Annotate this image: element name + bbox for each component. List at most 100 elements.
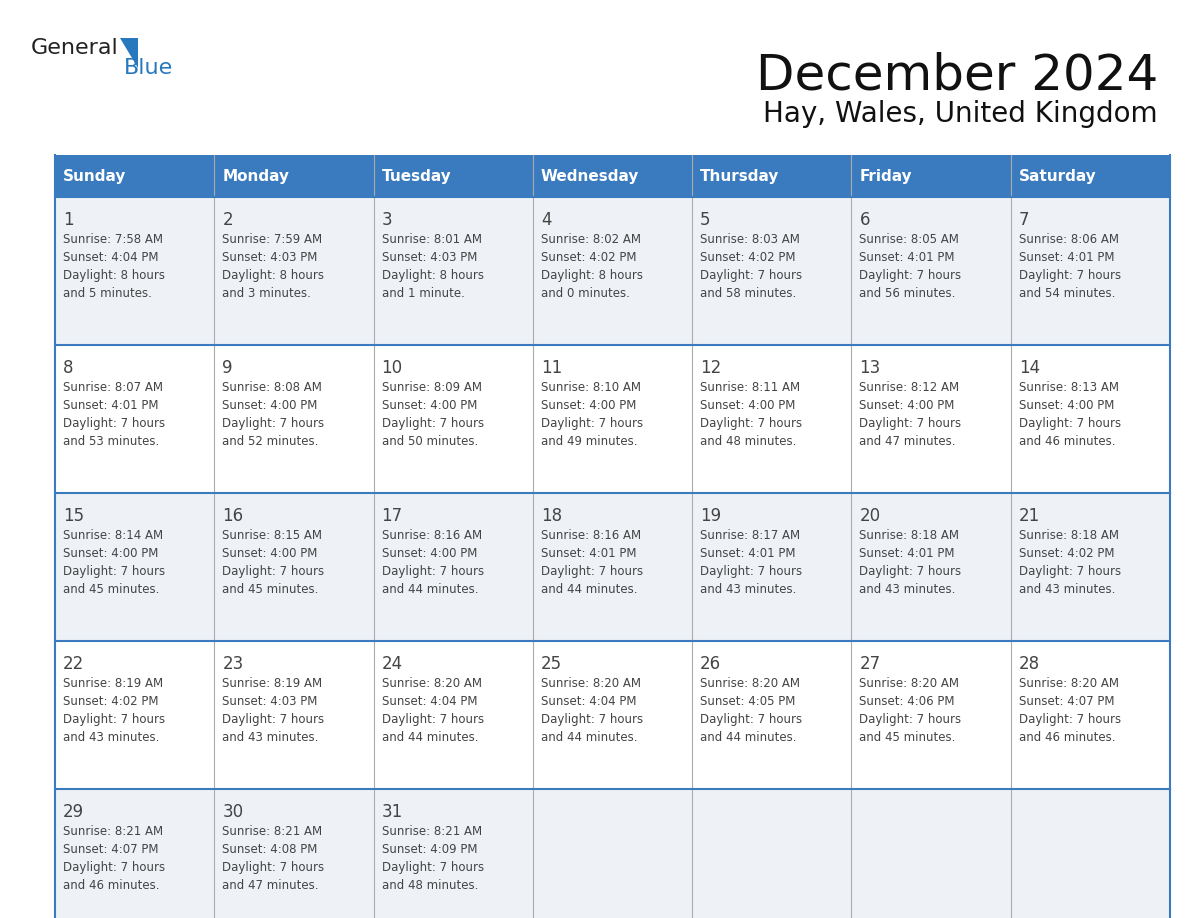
Text: Daylight: 7 hours: Daylight: 7 hours [1019,269,1120,282]
Bar [214,493,373,641]
Text: Sunrise: 8:15 AM: Sunrise: 8:15 AM [222,529,322,542]
Bar [373,493,533,641]
Bar [533,345,693,493]
Text: Sunset: 4:00 PM: Sunset: 4:00 PM [222,399,317,412]
Text: Sunrise: 8:18 AM: Sunrise: 8:18 AM [859,529,960,542]
Text: Sunset: 4:05 PM: Sunset: 4:05 PM [700,695,796,708]
Text: Sunrise: 8:20 AM: Sunrise: 8:20 AM [541,677,640,690]
Text: 25: 25 [541,655,562,673]
Text: Sunrise: 8:16 AM: Sunrise: 8:16 AM [381,529,481,542]
Text: and 43 minutes.: and 43 minutes. [700,583,796,596]
Text: and 52 minutes.: and 52 minutes. [222,435,318,448]
Text: Daylight: 7 hours: Daylight: 7 hours [222,417,324,430]
Text: and 45 minutes.: and 45 minutes. [63,583,159,596]
Bar [533,197,693,345]
Text: 13: 13 [859,359,880,377]
Text: Hay, Wales, United Kingdom: Hay, Wales, United Kingdom [764,100,1158,128]
Text: Daylight: 7 hours: Daylight: 7 hours [859,269,961,282]
Bar [373,641,533,789]
Text: Friday: Friday [859,169,912,184]
Text: 14: 14 [1019,359,1040,377]
Text: 18: 18 [541,507,562,525]
Text: 15: 15 [63,507,84,525]
Text: Sunrise: 8:20 AM: Sunrise: 8:20 AM [700,677,801,690]
Bar [533,641,693,789]
Text: Daylight: 7 hours: Daylight: 7 hours [859,713,961,726]
Bar [852,789,1011,918]
Bar [214,197,373,345]
Text: Sunrise: 8:19 AM: Sunrise: 8:19 AM [63,677,163,690]
Text: Sunset: 4:00 PM: Sunset: 4:00 PM [63,547,158,560]
Text: 20: 20 [859,507,880,525]
Text: 1: 1 [63,211,74,229]
Text: 31: 31 [381,803,403,821]
Text: Daylight: 7 hours: Daylight: 7 hours [381,713,484,726]
Text: Sunset: 4:01 PM: Sunset: 4:01 PM [541,547,637,560]
Bar [852,493,1011,641]
Text: and 0 minutes.: and 0 minutes. [541,287,630,300]
Text: 21: 21 [1019,507,1040,525]
Text: Daylight: 7 hours: Daylight: 7 hours [63,565,165,578]
Text: Sunset: 4:01 PM: Sunset: 4:01 PM [859,251,955,264]
Bar [533,155,693,197]
Text: and 44 minutes.: and 44 minutes. [381,731,478,744]
Bar [373,345,533,493]
Text: and 45 minutes.: and 45 minutes. [222,583,318,596]
Text: Sunset: 4:03 PM: Sunset: 4:03 PM [222,251,317,264]
Text: and 44 minutes.: and 44 minutes. [541,731,637,744]
Text: Wednesday: Wednesday [541,169,639,184]
Text: Daylight: 7 hours: Daylight: 7 hours [859,565,961,578]
Text: 24: 24 [381,655,403,673]
Text: and 46 minutes.: and 46 minutes. [1019,435,1116,448]
Text: and 43 minutes.: and 43 minutes. [859,583,956,596]
Bar [1011,641,1170,789]
Text: Sunset: 4:01 PM: Sunset: 4:01 PM [859,547,955,560]
Bar [373,789,533,918]
Text: 7: 7 [1019,211,1029,229]
Text: and 48 minutes.: and 48 minutes. [381,879,478,892]
Text: 22: 22 [63,655,84,673]
Polygon shape [120,38,138,68]
Text: and 54 minutes.: and 54 minutes. [1019,287,1116,300]
Text: Monday: Monday [222,169,290,184]
Text: 10: 10 [381,359,403,377]
Text: Sunset: 4:04 PM: Sunset: 4:04 PM [381,695,478,708]
Text: 30: 30 [222,803,244,821]
Text: Sunrise: 8:20 AM: Sunrise: 8:20 AM [859,677,960,690]
Text: Sunset: 4:00 PM: Sunset: 4:00 PM [1019,399,1114,412]
Text: Sunrise: 8:20 AM: Sunrise: 8:20 AM [381,677,481,690]
Text: Sunset: 4:03 PM: Sunset: 4:03 PM [222,695,317,708]
Text: 6: 6 [859,211,870,229]
Text: Sunrise: 8:02 AM: Sunrise: 8:02 AM [541,233,640,246]
Text: Sunrise: 8:10 AM: Sunrise: 8:10 AM [541,381,640,394]
Text: Saturday: Saturday [1019,169,1097,184]
Text: Sunset: 4:07 PM: Sunset: 4:07 PM [63,843,158,856]
Text: Sunrise: 8:12 AM: Sunrise: 8:12 AM [859,381,960,394]
Text: 29: 29 [63,803,84,821]
Text: Sunrise: 8:14 AM: Sunrise: 8:14 AM [63,529,163,542]
Bar [214,345,373,493]
Text: Daylight: 7 hours: Daylight: 7 hours [63,713,165,726]
Bar [693,641,852,789]
Text: 5: 5 [700,211,710,229]
Bar [693,155,852,197]
Bar [693,789,852,918]
Text: Daylight: 7 hours: Daylight: 7 hours [541,565,643,578]
Text: Sunrise: 8:17 AM: Sunrise: 8:17 AM [700,529,801,542]
Bar [1011,155,1170,197]
Bar [55,345,214,493]
Text: Sunset: 4:00 PM: Sunset: 4:00 PM [222,547,317,560]
Text: Daylight: 8 hours: Daylight: 8 hours [541,269,643,282]
Text: Sunrise: 8:21 AM: Sunrise: 8:21 AM [381,825,481,838]
Text: Sunset: 4:01 PM: Sunset: 4:01 PM [63,399,158,412]
Text: Sunset: 4:07 PM: Sunset: 4:07 PM [1019,695,1114,708]
Bar [214,155,373,197]
Text: and 3 minutes.: and 3 minutes. [222,287,311,300]
Text: Sunrise: 7:58 AM: Sunrise: 7:58 AM [63,233,163,246]
Bar [852,641,1011,789]
Text: 12: 12 [700,359,721,377]
Text: Daylight: 7 hours: Daylight: 7 hours [222,861,324,874]
Text: and 43 minutes.: and 43 minutes. [1019,583,1116,596]
Text: Daylight: 7 hours: Daylight: 7 hours [541,417,643,430]
Text: Daylight: 7 hours: Daylight: 7 hours [222,713,324,726]
